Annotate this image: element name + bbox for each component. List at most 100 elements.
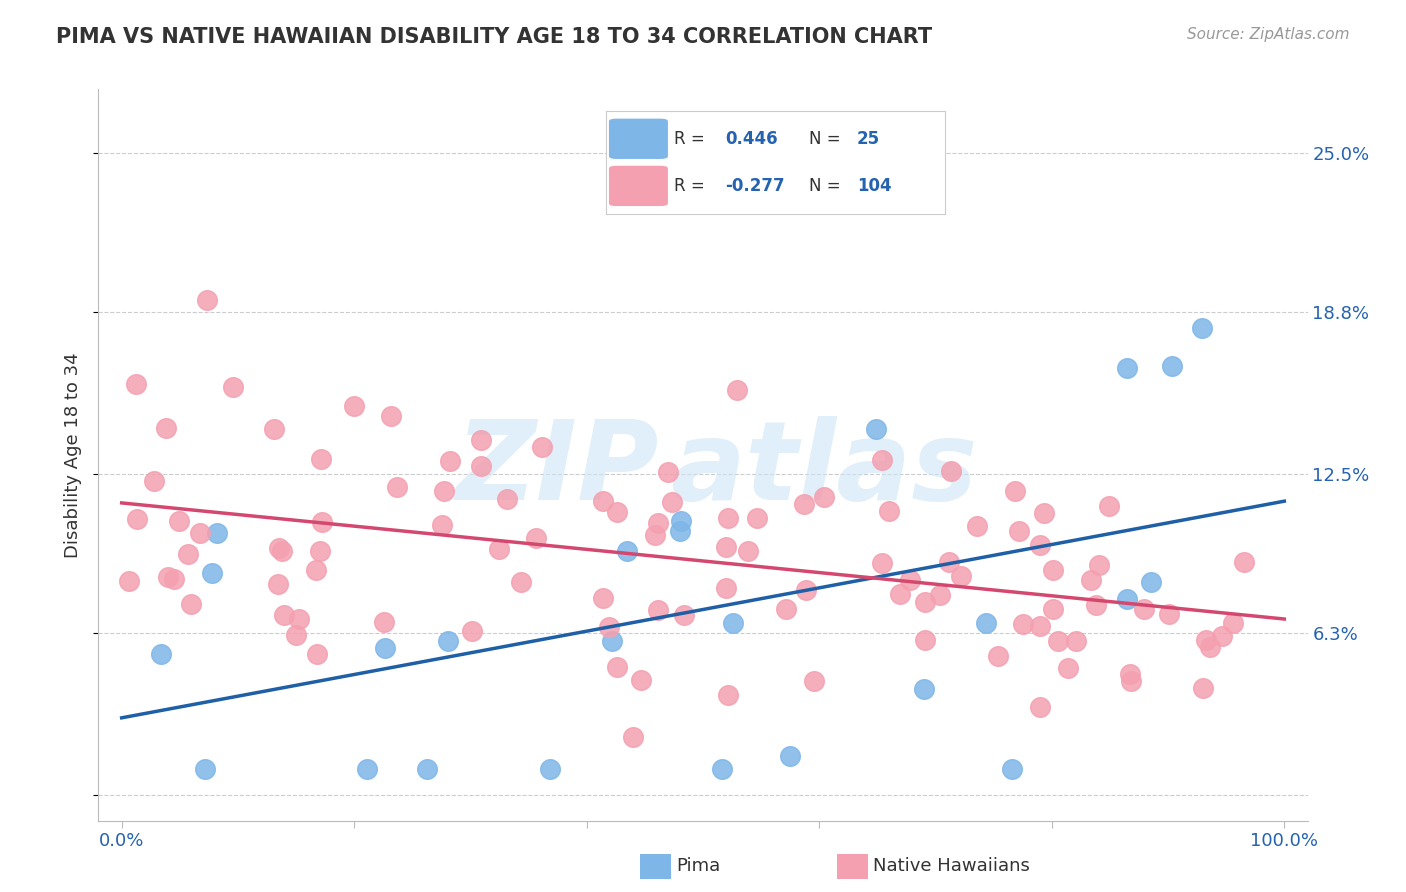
- Point: [592, 494, 614, 508]
- Point: [1029, 699, 1052, 714]
- Point: [1198, 640, 1220, 654]
- Point: [460, 624, 482, 639]
- Point: [287, 612, 309, 626]
- Point: [598, 620, 620, 634]
- Point: [470, 434, 492, 448]
- Point: [987, 648, 1010, 663]
- Point: [1211, 629, 1233, 643]
- Point: [1191, 320, 1213, 334]
- Point: [433, 484, 456, 499]
- Point: [803, 673, 825, 688]
- Point: [606, 505, 628, 519]
- Point: [125, 512, 148, 526]
- Point: [309, 544, 332, 558]
- Point: [1115, 592, 1137, 607]
- Point: [263, 422, 285, 436]
- Point: [1132, 601, 1154, 615]
- Point: [644, 527, 666, 541]
- Point: [118, 574, 141, 588]
- Point: [669, 514, 692, 528]
- Point: [1160, 359, 1182, 374]
- Point: [714, 540, 737, 554]
- Point: [1028, 538, 1050, 552]
- Text: Source: ZipAtlas.com: Source: ZipAtlas.com: [1187, 27, 1350, 42]
- Point: [1008, 524, 1031, 538]
- Point: [439, 453, 461, 467]
- Point: [616, 543, 638, 558]
- Point: [343, 400, 366, 414]
- Point: [974, 615, 997, 630]
- Point: [1098, 499, 1121, 513]
- Text: PIMA VS NATIVE HAWAIIAN DISABILITY AGE 18 TO 34 CORRELATION CHART: PIMA VS NATIVE HAWAIIAN DISABILITY AGE 1…: [56, 27, 932, 46]
- Point: [430, 517, 453, 532]
- Point: [273, 607, 295, 622]
- Point: [1157, 607, 1180, 621]
- Point: [914, 632, 936, 647]
- Point: [1140, 575, 1163, 590]
- Point: [737, 543, 759, 558]
- Point: [1119, 667, 1142, 681]
- Point: [509, 574, 531, 589]
- Point: [155, 421, 177, 435]
- Point: [530, 440, 553, 454]
- Point: [1084, 598, 1107, 612]
- Text: Native Hawaiians: Native Hawaiians: [873, 857, 1031, 875]
- Text: atlas: atlas: [671, 416, 977, 523]
- Point: [201, 566, 224, 581]
- Point: [716, 581, 738, 595]
- Point: [266, 577, 288, 591]
- Point: [157, 570, 180, 584]
- Point: [538, 762, 561, 776]
- Point: [727, 383, 749, 397]
- Point: [717, 688, 740, 702]
- Y-axis label: Disability Age 18 to 34: Disability Age 18 to 34: [65, 352, 83, 558]
- Point: [745, 511, 768, 525]
- Point: [872, 453, 894, 467]
- Point: [668, 524, 690, 538]
- Text: Pima: Pima: [676, 857, 720, 875]
- Point: [1042, 602, 1064, 616]
- Point: [1029, 619, 1052, 633]
- Point: [222, 379, 245, 393]
- Point: [1080, 573, 1102, 587]
- Point: [180, 597, 202, 611]
- Point: [877, 504, 900, 518]
- Point: [177, 547, 200, 561]
- Point: [1004, 484, 1026, 499]
- Point: [1057, 661, 1080, 675]
- Point: [143, 474, 166, 488]
- Point: [647, 603, 669, 617]
- Point: [1121, 673, 1143, 688]
- Point: [194, 762, 217, 776]
- Point: [1042, 564, 1064, 578]
- Point: [928, 588, 950, 602]
- Text: ZIP: ZIP: [456, 416, 659, 523]
- Point: [1233, 555, 1256, 569]
- Point: [647, 516, 669, 530]
- Point: [966, 519, 988, 533]
- Point: [149, 647, 172, 661]
- Point: [912, 681, 935, 696]
- Point: [305, 648, 328, 662]
- Point: [163, 573, 186, 587]
- Point: [1064, 634, 1087, 648]
- Point: [914, 595, 936, 609]
- Point: [205, 526, 228, 541]
- Point: [721, 616, 744, 631]
- Point: [592, 591, 614, 605]
- Point: [1195, 632, 1218, 647]
- Point: [938, 555, 960, 569]
- Point: [1116, 361, 1139, 376]
- Point: [630, 673, 652, 688]
- Point: [865, 422, 887, 436]
- Point: [793, 497, 815, 511]
- Point: [889, 587, 911, 601]
- Point: [380, 409, 402, 424]
- Point: [311, 515, 333, 529]
- Point: [1192, 681, 1215, 696]
- Point: [309, 451, 332, 466]
- Point: [356, 762, 378, 776]
- Point: [470, 459, 492, 474]
- Point: [717, 510, 740, 524]
- Point: [657, 466, 679, 480]
